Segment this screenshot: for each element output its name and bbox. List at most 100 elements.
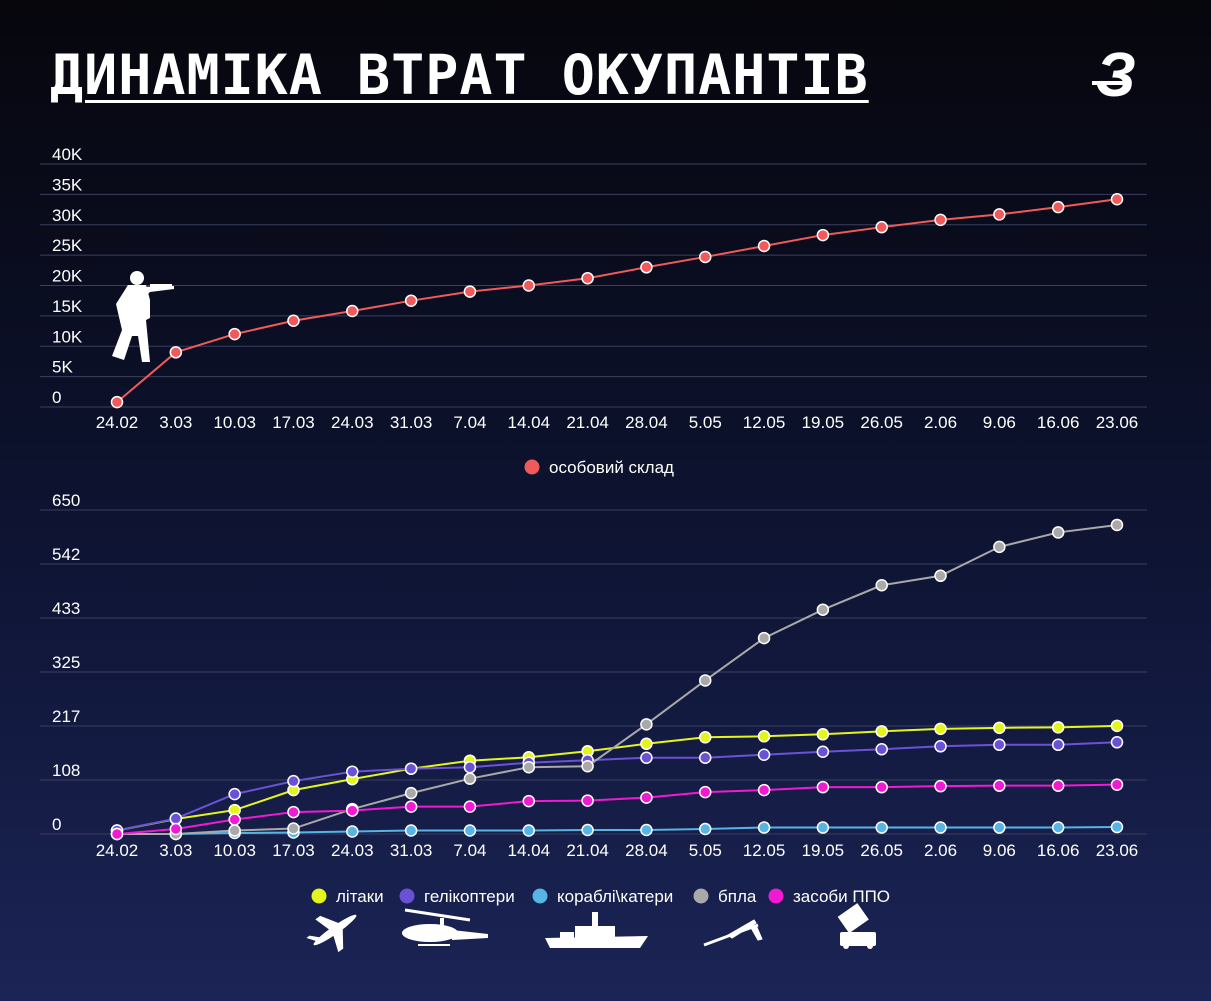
y-tick-label: 30K [52, 206, 83, 225]
data-point [522, 794, 536, 808]
data-point [522, 824, 536, 837]
data-point [993, 821, 1006, 834]
y-tick-label: 217 [52, 707, 80, 726]
data-point [875, 743, 888, 756]
data-point [875, 220, 888, 234]
x-tick-label: 2.06 [924, 841, 957, 860]
series-line [117, 523, 1118, 835]
y-tick-label: 15K [52, 297, 83, 316]
x-tick-label: 19.05 [802, 841, 845, 860]
y-tick-label: 25K [52, 236, 83, 255]
data-point [875, 725, 888, 738]
data-point [463, 824, 477, 837]
data-point [581, 271, 594, 285]
data-point [404, 800, 418, 813]
legend-label: бпла [718, 887, 757, 906]
data-point [993, 721, 1006, 735]
data-point [463, 800, 477, 813]
data-point [1051, 721, 1065, 734]
x-tick-label: 12.05 [743, 841, 786, 860]
data-point [816, 228, 830, 242]
data-point [110, 827, 124, 841]
data-point [698, 822, 712, 836]
data-point [1051, 821, 1065, 834]
data-point [640, 791, 653, 804]
z-logo-icon: З [1090, 41, 1150, 112]
data-point [169, 822, 183, 836]
data-point [698, 731, 712, 744]
data-point [1110, 518, 1124, 532]
data-point [463, 772, 477, 785]
y-tick-label: 433 [52, 599, 80, 618]
x-tick-label: 24.02 [96, 841, 139, 860]
data-point [169, 346, 183, 359]
data-point [110, 395, 124, 409]
y-tick-label: 10K [52, 327, 83, 346]
data-point [228, 327, 241, 341]
data-point [993, 738, 1006, 752]
data-point [698, 785, 712, 799]
x-tick-label: 10.03 [213, 841, 256, 860]
data-point [816, 780, 830, 794]
x-tick-label: 2.06 [924, 413, 957, 432]
data-point [404, 824, 418, 837]
x-tick-label: 28.04 [625, 841, 668, 860]
data-point [993, 208, 1006, 221]
legend-marker [524, 459, 540, 475]
x-tick-label: 16.06 [1037, 413, 1080, 432]
x-tick-label: 21.04 [566, 841, 609, 860]
legend-label: особовий склад [549, 458, 674, 477]
data-point [1110, 736, 1124, 749]
x-tick-label: 24.02 [96, 413, 139, 432]
data-point [993, 779, 1006, 792]
data-point [934, 569, 947, 583]
data-point [404, 762, 418, 775]
legend-label: гелікоптери [424, 887, 515, 906]
y-tick-label: 40K [52, 145, 83, 164]
x-tick-label: 21.04 [566, 413, 609, 432]
data-point [640, 737, 653, 751]
data-point [934, 740, 947, 753]
legend-label: засоби ППО [793, 887, 890, 906]
series-line [116, 741, 1118, 832]
data-point [698, 751, 712, 764]
data-point [1051, 200, 1065, 214]
data-point [404, 786, 418, 800]
x-tick-label: 24.03 [331, 413, 374, 432]
data-point [1051, 526, 1065, 539]
data-point [1110, 820, 1124, 834]
legend-marker [693, 888, 709, 904]
data-point [581, 794, 594, 807]
page-title: ДИНАМІКА ВТРАТ ОКУПАНТІВ [50, 43, 869, 107]
series-line [117, 826, 1118, 835]
y-tick-label: 20K [52, 267, 83, 286]
x-tick-label: 23.06 [1096, 841, 1139, 860]
data-point [346, 804, 359, 817]
data-point [640, 823, 653, 837]
data-point [1110, 192, 1124, 206]
data-point [346, 765, 359, 778]
x-tick-label: 7.04 [453, 413, 486, 432]
y-tick-label: 542 [52, 545, 80, 564]
y-tick-label: 108 [52, 761, 80, 780]
data-point [816, 728, 830, 741]
y-tick-label: 35K [52, 175, 83, 194]
x-tick-label: 9.06 [983, 413, 1016, 432]
data-point [463, 285, 477, 298]
x-tick-label: 17.03 [272, 841, 315, 860]
data-point [1051, 779, 1065, 792]
data-point [228, 813, 241, 826]
x-tick-label: 7.04 [453, 841, 486, 860]
data-point [287, 774, 300, 788]
data-point [463, 760, 477, 774]
x-tick-label: 23.06 [1096, 413, 1139, 432]
data-point [757, 730, 771, 743]
data-point [757, 748, 771, 761]
logo-text: З [1096, 42, 1136, 107]
data-point [228, 787, 241, 801]
data-point [934, 722, 947, 736]
legend-marker [768, 888, 784, 904]
x-tick-label: 14.04 [507, 413, 550, 432]
x-tick-label: 17.03 [272, 413, 315, 432]
data-point [581, 823, 594, 837]
